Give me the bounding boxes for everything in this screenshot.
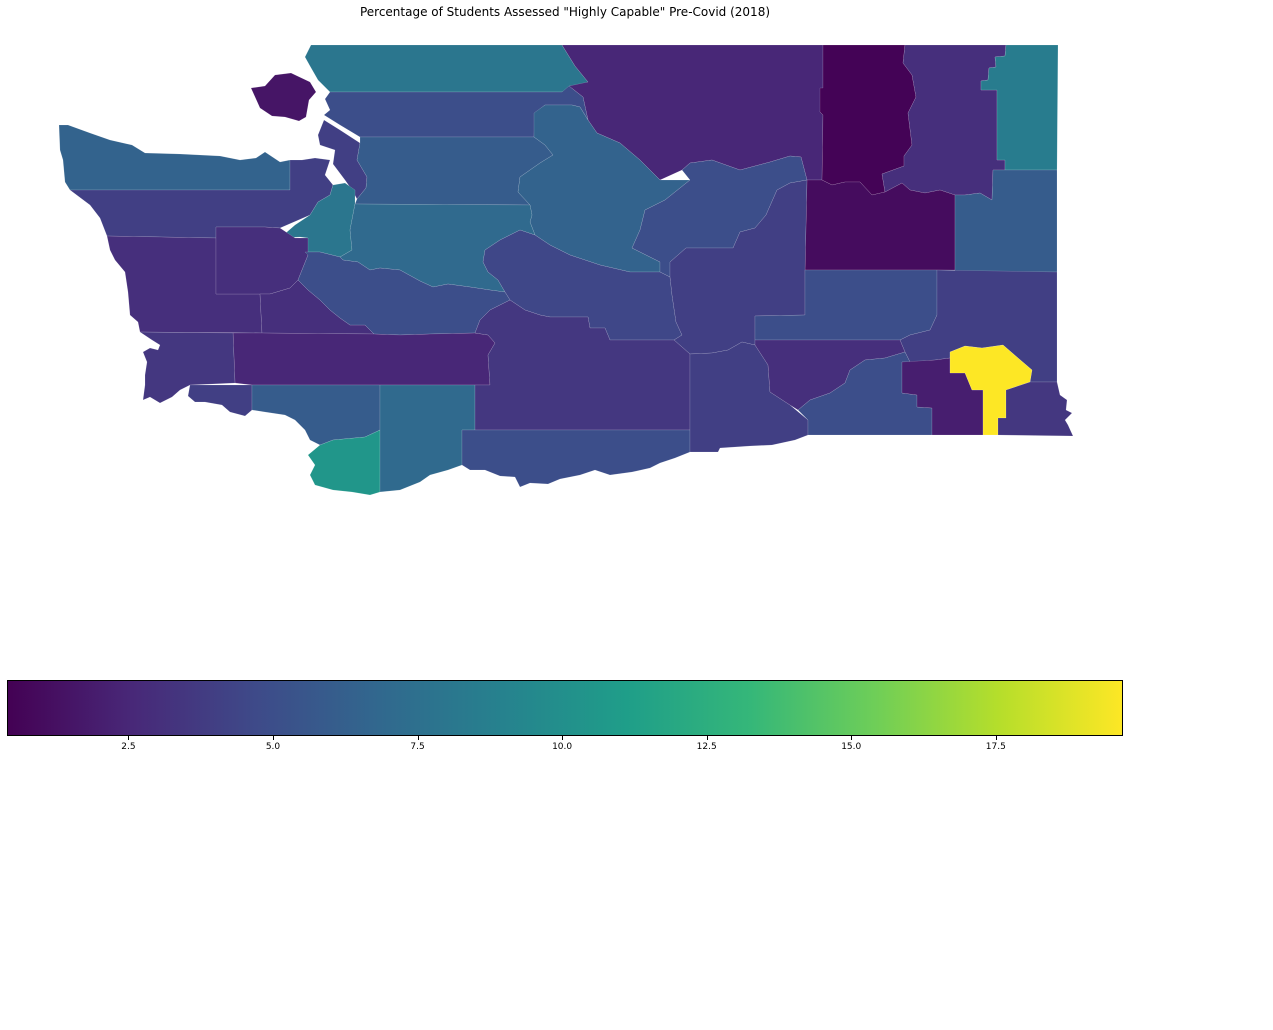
county-clark — [307, 429, 381, 496]
county-whatcom — [304, 44, 589, 93]
colorbar-axis: 2.5 5.0 7.5 10.0 12.5 15.0 17.5 — [7, 736, 1123, 756]
map-title: Percentage of Students Assessed "Highly … — [359, 5, 771, 19]
county-wahkiakum — [187, 384, 253, 417]
colorbar-tick-label: 2.5 — [121, 742, 136, 752]
county-skamania — [379, 384, 476, 493]
colorbar-tick — [128, 736, 130, 740]
county-clallam — [58, 124, 291, 191]
colorbar-tick — [851, 736, 853, 740]
colorbar-tick-label: 10.0 — [552, 742, 573, 752]
county-klickitat — [461, 429, 691, 488]
colorbar-tick-label: 7.5 — [410, 742, 425, 752]
county-san-juan — [250, 72, 317, 122]
colorbar-tick — [995, 736, 997, 740]
choropleth-map — [58, 44, 1074, 496]
county-lewis — [232, 332, 496, 386]
colorbar-tick-label: 5.0 — [265, 742, 281, 752]
county-cowlitz — [251, 384, 381, 446]
colorbar-tick — [272, 736, 274, 740]
county-pacific — [139, 331, 236, 404]
colorbar-tick-label: 15.0 — [841, 742, 862, 752]
county-asotin — [997, 381, 1074, 437]
county-lincoln — [804, 179, 956, 271]
colorbar-tick — [562, 736, 564, 740]
colorbar-tick — [706, 736, 708, 740]
colorbar — [7, 680, 1123, 736]
colorbar-tick — [417, 736, 419, 740]
colorbar-tick-label: 12.5 — [696, 742, 717, 752]
colorbar-tick-label: 17.5 — [985, 742, 1006, 752]
